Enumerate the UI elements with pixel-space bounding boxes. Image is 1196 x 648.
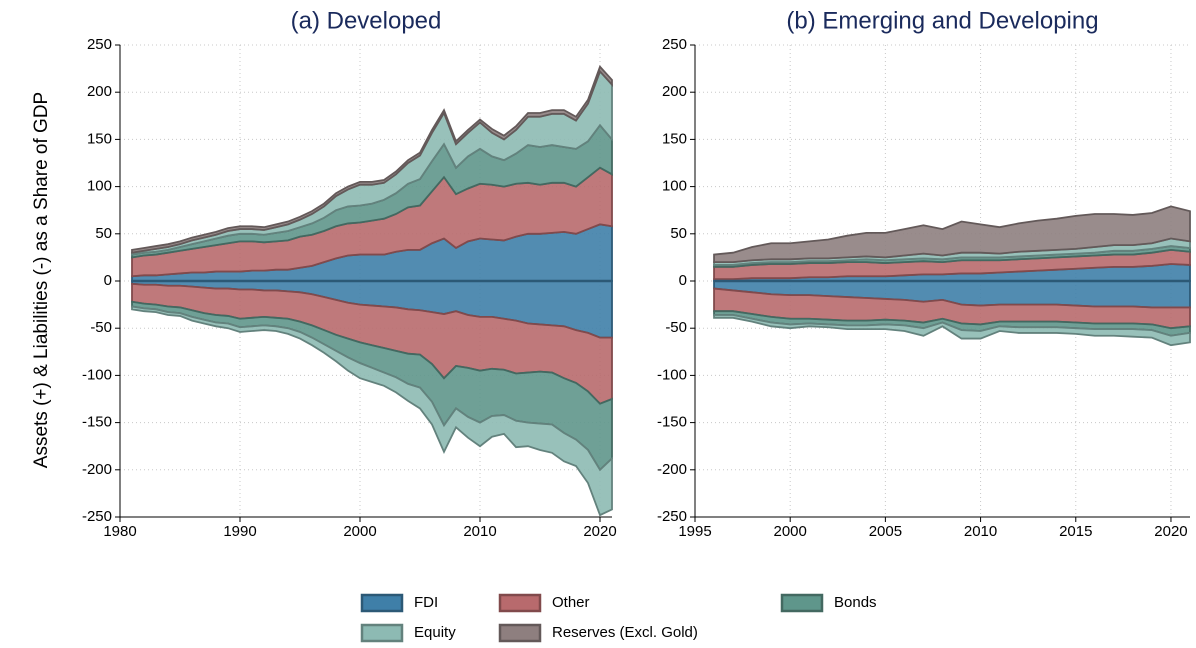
y-tick-label: -50 [90,319,112,336]
y-tick-label: 0 [679,272,687,289]
area [131,305,613,517]
panel: (b) Emerging and Developing -250 -200 -150 -… [657,7,1191,540]
y-axis-label: Assets (+) & Liabilities (-) as a Share … [31,92,52,468]
legend-swatch [360,623,404,643]
legend-label: Other [552,594,590,611]
area [713,205,1191,264]
x-tick-label: 2020 [583,523,616,540]
y-tick-label: 100 [87,178,112,195]
legend-swatch [360,593,404,613]
x-tick-label: 1995 [678,523,711,540]
x-tick-label: 2015 [1059,523,1092,540]
x-tick-label: 2010 [964,523,997,540]
legend-swatch [498,623,542,643]
y-tick-label: -250 [82,508,112,525]
y-tick-label: 0 [104,272,112,289]
y-tick-label: 150 [662,130,687,147]
y-tick-label: 200 [662,83,687,100]
legend-label: Reserves (Excl. Gold) [552,624,698,641]
y-tick-label: 250 [662,36,687,53]
legend-swatch [780,593,824,613]
legend-label: FDI [414,594,438,611]
y-tick-label: -200 [82,461,112,478]
panel-title: (b) Emerging and Developing [786,7,1098,34]
legend-swatch [498,593,542,613]
x-tick-label: 2000 [343,523,376,540]
x-tick-label: 2000 [774,523,807,540]
x-tick-label: 1980 [103,523,136,540]
y-tick-label: -150 [82,414,112,431]
y-tick-label: -50 [665,319,687,336]
y-tick-label: 50 [670,225,687,242]
y-tick-label: 250 [87,36,112,53]
x-tick-label: 2020 [1154,523,1187,540]
y-tick-label: -100 [82,366,112,383]
x-tick-label: 2005 [869,523,902,540]
y-tick-label: 50 [95,225,112,242]
y-tick-label: -100 [657,366,687,383]
legend-label: Bonds [834,594,877,611]
panel: (a) Developed -250 -200 -150 -100 -50 0 50 100 15… [82,7,617,540]
y-tick-label: -250 [657,508,687,525]
y-tick-label: -150 [657,414,687,431]
x-tick-label: 1990 [223,523,256,540]
y-tick-label: 150 [87,130,112,147]
y-tick-label: 100 [662,178,687,195]
legend-label: Equity [414,624,456,641]
area [131,65,613,254]
panel-title: (a) Developed [291,7,442,34]
x-tick-label: 2010 [463,523,496,540]
legend: FDI Other Bonds Equity Reserves (Excl. Gold) [360,593,877,643]
y-tick-label: 200 [87,83,112,100]
area [713,314,1191,347]
y-tick-label: -200 [657,461,687,478]
